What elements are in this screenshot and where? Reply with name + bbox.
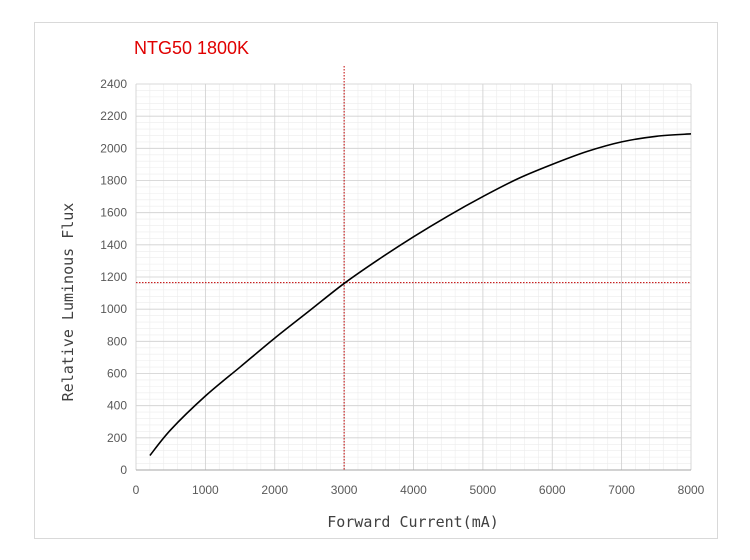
y-tick-label: 200 <box>107 431 127 445</box>
y-tick-label: 1000 <box>100 302 127 316</box>
x-tick-label: 7000 <box>608 483 635 497</box>
x-tick-label: 5000 <box>470 483 497 497</box>
x-tick-label: 0 <box>133 483 140 497</box>
y-tick-label: 2000 <box>100 141 127 155</box>
x-axis-title: Forward Current(mA) <box>327 513 499 531</box>
x-tick-label: 3000 <box>331 483 358 497</box>
x-tick-labels: 0 1000 2000 3000 4000 5000 6000 7000 8000 <box>133 483 705 497</box>
y-tick-label: 1800 <box>100 174 127 188</box>
x-tick-label: 2000 <box>261 483 288 497</box>
y-tick-label: 600 <box>107 367 127 381</box>
y-tick-label: 800 <box>107 334 127 348</box>
x-tick-label: 8000 <box>678 483 705 497</box>
reference-lines <box>136 66 691 470</box>
series-layer <box>149 133 692 457</box>
y-tick-label: 2200 <box>100 109 127 123</box>
y-tick-label: 1200 <box>100 270 127 284</box>
y-tick-label: 400 <box>107 399 127 413</box>
series-line-0 <box>149 133 692 457</box>
x-tick-label: 6000 <box>539 483 566 497</box>
chart-title: NTG50 1800K <box>134 38 249 58</box>
y-axis-title: Relative Luminous Flux <box>59 203 77 402</box>
x-tick-label: 1000 <box>192 483 219 497</box>
y-tick-label: 1600 <box>100 206 127 220</box>
chart-frame <box>34 22 718 539</box>
y-tick-label: 0 <box>120 463 127 477</box>
y-tick-label: 1400 <box>100 238 127 252</box>
x-tick-label: 4000 <box>400 483 427 497</box>
y-tick-labels: 0 200 400 600 800 1000 1200 1400 1600 1800 2000 220… <box>100 77 127 477</box>
y-tick-label: 2400 <box>100 77 127 91</box>
